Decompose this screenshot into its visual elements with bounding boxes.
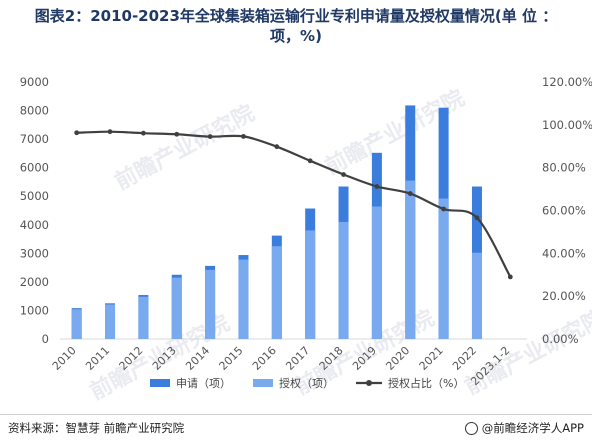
ratio-point	[374, 184, 380, 189]
bar-authorization	[371, 206, 382, 339]
ratio-point	[441, 206, 447, 212]
ratio-point	[407, 191, 413, 196]
ratio-point	[274, 144, 280, 150]
ratio-point	[341, 172, 346, 177]
ratio-point	[74, 130, 80, 136]
legend-swatch	[150, 379, 170, 387]
bar-authorization	[471, 252, 482, 339]
y-left-tick-label: 9000	[20, 75, 49, 89]
legend-swatch	[253, 379, 273, 387]
x-tick-label: 2015	[217, 344, 246, 373]
ratio-point	[107, 129, 113, 135]
bar-authorization	[305, 230, 316, 339]
ratio-point	[140, 130, 146, 136]
bar-authorization	[238, 259, 249, 339]
ratio-point	[307, 158, 313, 164]
y-right-tick-label: 0.00%	[542, 332, 579, 346]
chart-title: 图表2：2010-2023年全球集装箱运输行业专利申请量及授权量情况(单 位 ：…	[8, 6, 584, 46]
y-right-tick-label: 80.00%	[542, 161, 586, 175]
y-left-tick-label: 5000	[20, 189, 49, 203]
x-tick-label: 2021	[417, 344, 446, 373]
y-right-tick-label: 20.00%	[542, 289, 586, 303]
chart-title-line2: 项，%)	[270, 27, 322, 45]
y-left-tick-label: 0	[42, 332, 49, 346]
y-right-tick-label: 40.00%	[542, 246, 586, 260]
footer-divider	[0, 414, 592, 415]
bar-authorization	[105, 304, 116, 339]
y-left-tick-label: 7000	[20, 132, 49, 146]
bar-authorization	[405, 180, 416, 339]
brand-logo-icon	[464, 421, 478, 435]
legend-line-marker	[366, 380, 372, 386]
y-left-tick-label: 2000	[20, 275, 49, 289]
bar-authorization	[338, 221, 349, 339]
source-note: 资料来源：智慧芽 前瞻产业研究院	[8, 421, 185, 435]
bar-authorization	[438, 198, 449, 339]
bar-authorization	[71, 309, 82, 339]
y-right-tick-label: 100.00%	[542, 118, 592, 132]
ratio-point	[241, 133, 246, 139]
brand: @前瞻经济学人APP	[464, 420, 584, 436]
ratio-point	[507, 274, 513, 280]
legend-label: 申请（项）	[176, 377, 231, 390]
legend-label: 授权占比（%）	[388, 376, 464, 390]
bar-authorization	[205, 269, 216, 339]
y-right-tick-label: 60.00%	[542, 204, 586, 218]
brand-label: @前瞻经济学人APP	[481, 421, 584, 435]
x-tick-label: 2010	[50, 344, 79, 373]
y-right-tick-label: 120.00%	[542, 75, 592, 89]
x-tick-label: 2016	[250, 344, 279, 373]
y-left-tick-label: 8000	[20, 104, 49, 118]
legend-label: 授权（项）	[279, 376, 334, 390]
footer: 资料来源：智慧芽 前瞻产业研究院 @前瞻经济学人APP	[8, 420, 584, 438]
ratio-point	[174, 131, 180, 137]
x-tick-label: 2011	[83, 344, 112, 373]
bar-authorization	[138, 296, 149, 339]
y-left-tick-label: 3000	[20, 246, 49, 260]
x-tick-label: 2022	[450, 344, 479, 373]
bar-authorization	[171, 277, 182, 339]
y-left-tick-label: 6000	[20, 161, 49, 175]
chart-title-line1: 图表2：2010-2023年全球集装箱运输行业专利申请量及授权量情况(单 位 ：	[34, 7, 558, 25]
ratio-point	[207, 134, 213, 140]
bar-authorization	[271, 246, 282, 339]
y-left-tick-label: 4000	[20, 218, 49, 232]
watermark-text: 前瞻产业研究院	[111, 100, 259, 195]
y-left-tick-label: 1000	[20, 303, 49, 317]
ratio-point	[474, 215, 480, 221]
